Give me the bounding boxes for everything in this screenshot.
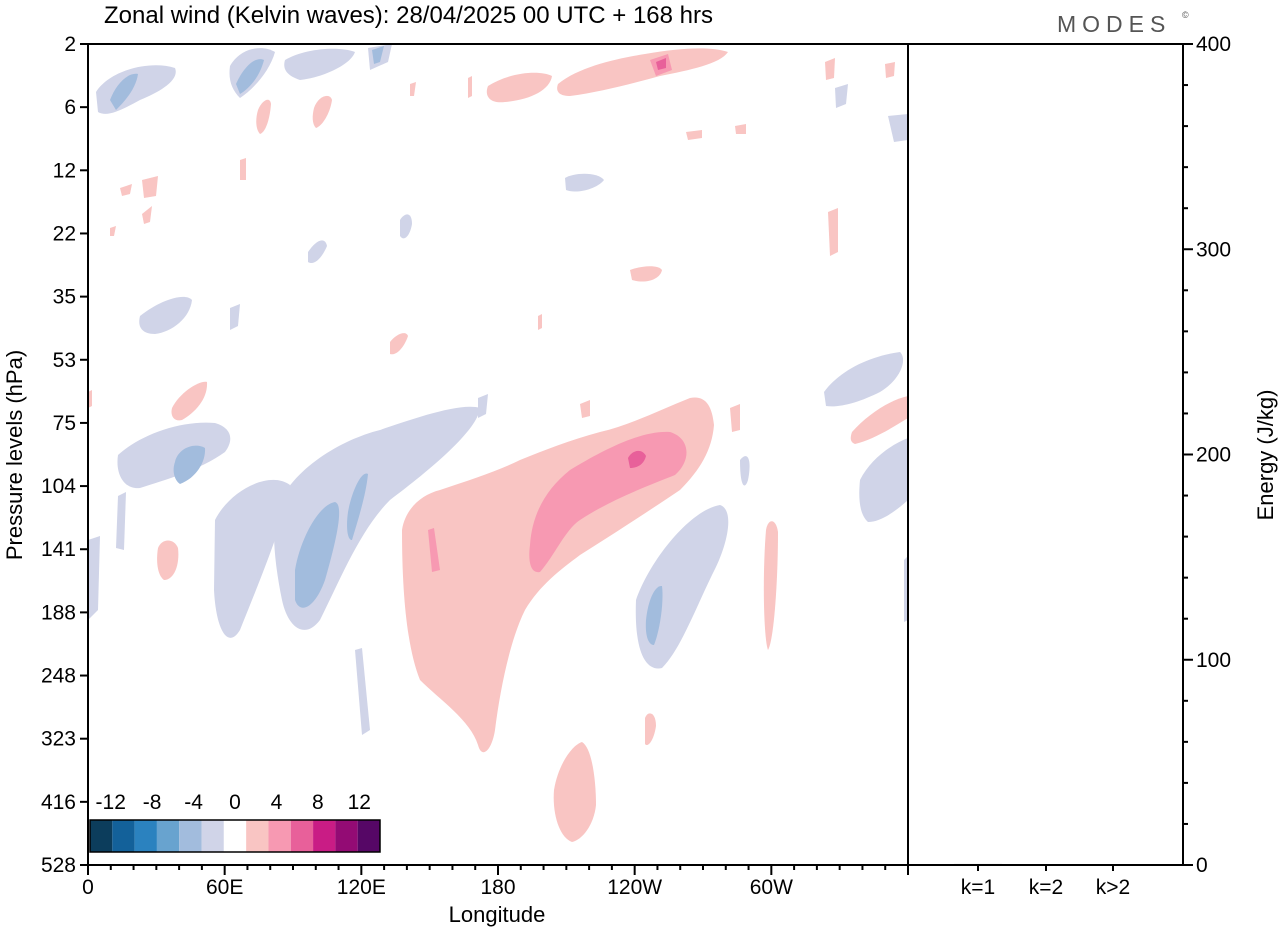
y-tick-label: 2 (64, 33, 76, 56)
colorbar-swatch (112, 820, 135, 852)
colorbar-tick-label: -12 (96, 791, 126, 814)
colorbar-tick-label: 12 (348, 791, 371, 814)
y-tick-label: 188 (41, 601, 76, 624)
colorbar: -12 -8 -4 0 4 8 12 (89, 791, 381, 853)
colorbar-swatch (156, 820, 180, 852)
colorbar-swatch (90, 820, 113, 852)
colorbar-swatch (357, 820, 380, 852)
y-tick-label: 75 (53, 412, 76, 435)
colorbar-swatch (335, 820, 358, 852)
y-tick-label: 12 (53, 159, 76, 182)
energy-bar (1022, 864, 1070, 865)
y-tick-label: 35 (53, 286, 76, 309)
x-tick-label: 120E (337, 876, 386, 899)
energy-tick-label: 200 (1196, 444, 1231, 467)
contour-field: -12 -8 -4 0 4 8 12 (88, 44, 908, 865)
y-tick-label: 416 (41, 791, 76, 814)
colorbar-tick-label: -4 (184, 791, 203, 814)
energy-bar (1089, 864, 1137, 865)
colorbar-swatch (223, 820, 247, 852)
colorbar-swatch (134, 820, 157, 852)
westerly-anomalies-peak (628, 58, 666, 468)
energy-tick-label: 400 (1196, 33, 1231, 56)
energy-tick-label: 0 (1196, 854, 1208, 877)
energy-categories: k=1 k=2 k>2 (961, 865, 1130, 899)
x-axis-ticks: 0 60E 120E 180 120W 60W (82, 865, 909, 899)
colorbar-swatch (268, 820, 291, 852)
y-axis-ticks: 2 6 12 22 35 53 75 104 141 188 248 323 416 528 (41, 33, 88, 877)
x-axis-title: Longitude (449, 902, 546, 927)
colorbar-swatches (89, 819, 381, 853)
colorbar-tick-label: 8 (312, 791, 324, 814)
colorbar-swatch (313, 820, 336, 852)
energy-panel-frame (907, 43, 1184, 866)
y-tick-label: 6 (64, 96, 76, 119)
y-tick-label: 53 (53, 349, 76, 372)
colorbar-frame (89, 819, 381, 853)
colorbar-swatch (179, 820, 202, 852)
x-tick-label: 60W (750, 876, 793, 899)
y-tick-label: 22 (53, 222, 76, 245)
energy-axis-title: Energy (J/kg) (1253, 390, 1278, 521)
colorbar-swatch (246, 820, 269, 852)
y-axis-title: Pressure levels (hPa) (2, 350, 27, 560)
brand-logo: MODES (1057, 11, 1171, 37)
x-tick-label: 180 (480, 876, 515, 899)
y-tick-label: 528 (41, 854, 76, 877)
energy-category-label: k=2 (1029, 876, 1063, 899)
chart-title: Zonal wind (Kelvin waves): 28/04/2025 00… (104, 2, 713, 29)
easterly-anomalies-strong (110, 46, 663, 645)
colorbar-tick-label: 0 (229, 791, 241, 814)
energy-bars (954, 863, 1137, 865)
colorbar-ticks: -12 -8 -4 0 4 8 12 (96, 791, 371, 814)
brand-mark: © (1182, 10, 1189, 20)
energy-tick-label: 100 (1196, 649, 1231, 672)
colorbar-tick-label: 4 (271, 791, 283, 814)
x-tick-label: 0 (82, 876, 94, 899)
energy-category-label: k>2 (1096, 876, 1130, 899)
x-tick-label: 120W (607, 876, 662, 899)
energy-tick-label: 300 (1196, 238, 1231, 261)
energy-axis-ticks: 0 100 200 300 400 (1183, 33, 1231, 877)
y-tick-label: 141 (41, 538, 76, 561)
energy-category-label: k=1 (961, 876, 995, 899)
y-tick-label: 248 (41, 665, 76, 688)
energy-bar (954, 863, 1002, 865)
y-tick-label: 104 (41, 475, 76, 498)
y-tick-label: 323 (41, 728, 76, 751)
colorbar-swatch (201, 820, 224, 852)
x-tick-label: 60E (206, 876, 243, 899)
colorbar-tick-label: -8 (143, 791, 162, 814)
colorbar-swatch (290, 820, 314, 852)
